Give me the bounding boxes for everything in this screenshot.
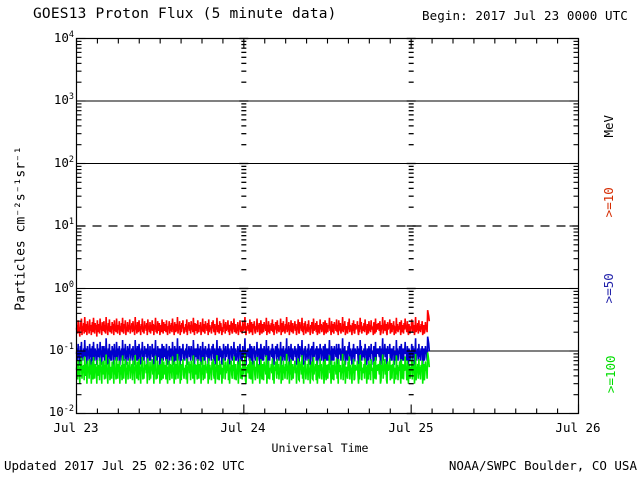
y-tick-label: 104 [53,29,74,45]
x-tick-label: Jul 25 [388,420,434,435]
y-tick-label: 102 [53,154,74,170]
plot-frame [75,37,580,415]
y-tick-label: 101 [53,216,74,232]
y-tick-label: 10-1 [48,341,74,357]
source-attribution: NOAA/SWPC Boulder, CO USA [448,458,637,473]
updated-timestamp: Updated 2017 Jul 25 02:36:02 UTC [4,458,245,473]
x-tick-label: Jul 24 [220,420,266,435]
begin-time-label: Begin: 2017 Jul 23 0000 UTC [422,8,628,23]
data-traces [75,310,431,384]
chart-title: GOES13 Proton Flux (5 minute data) [33,6,337,22]
y-tick-label: 103 [53,91,74,107]
x-tick-label: Jul 23 [53,420,99,435]
x-tick-label: Jul 26 [555,420,601,435]
y-tick-label: 100 [53,279,74,295]
x-axis-title: Universal Time [271,441,369,455]
gridlines [76,100,579,352]
y-tick-label: 10-2 [48,403,74,419]
